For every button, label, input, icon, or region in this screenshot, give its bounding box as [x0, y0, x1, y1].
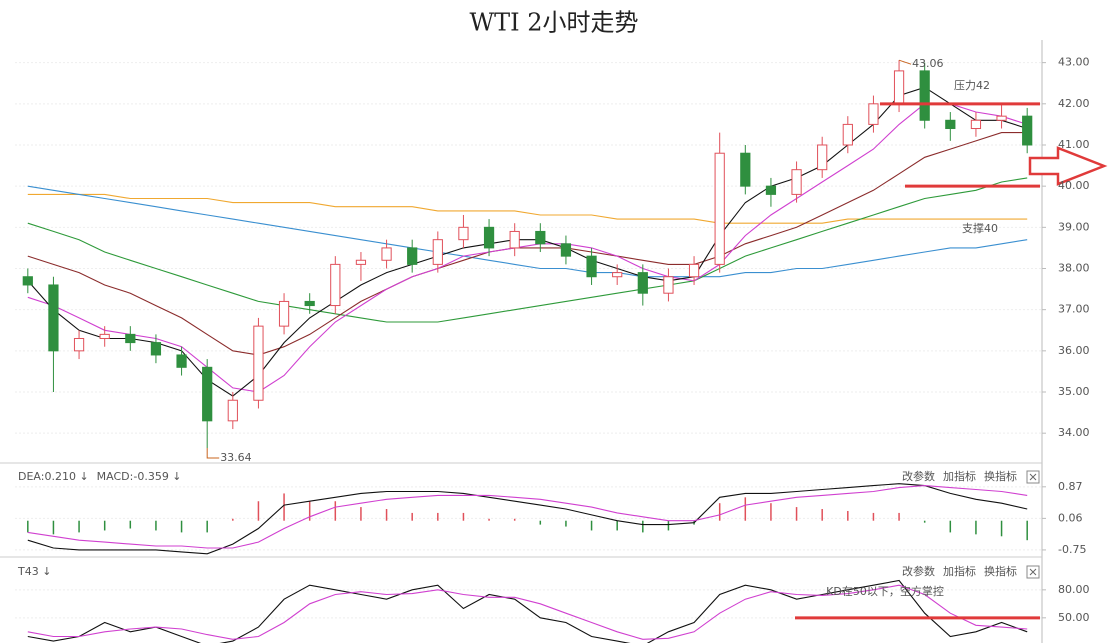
indicator-label: T43 ↓ — [17, 565, 51, 578]
candle-body — [176, 354, 187, 368]
toolbar-button[interactable]: 换指标 — [984, 469, 1017, 483]
candle-body — [125, 333, 136, 344]
candle-body — [996, 115, 1007, 121]
y-tick-label: 37.00 — [1058, 303, 1090, 316]
candle-body — [202, 366, 213, 422]
candle-body — [458, 226, 469, 241]
toolbar-button[interactable]: 改参数 — [902, 469, 935, 483]
level-label: 支撑40 — [962, 221, 998, 235]
y-tick-label: 0.87 — [1058, 480, 1083, 493]
candle-body — [22, 276, 33, 286]
candle-body — [253, 325, 264, 401]
toolbar-button[interactable]: 加指标 — [943, 469, 976, 483]
candle-body — [740, 152, 751, 187]
y-tick-label: 36.00 — [1058, 344, 1090, 357]
min-label: 33.64 — [220, 451, 252, 464]
level-label: KD在50以下，空方掌控 — [826, 584, 944, 598]
y-tick-label: 80.00 — [1058, 583, 1090, 596]
y-tick-label: -0.75 — [1058, 543, 1086, 556]
candle-body — [150, 342, 162, 356]
max-label: 43.06 — [912, 57, 944, 70]
plot-area — [27, 483, 1028, 555]
indicator-line — [27, 86, 1028, 397]
trend-arrow — [1028, 146, 1108, 186]
candle-body — [304, 300, 315, 307]
candle-body — [817, 144, 828, 171]
indicator-line — [27, 132, 1028, 356]
indicator-label: DEA:0.210 ↓ — [18, 470, 89, 483]
max-pointer — [898, 59, 912, 65]
candle-body — [612, 272, 623, 278]
candle-body — [919, 70, 930, 121]
candle-body — [560, 243, 572, 257]
min-pointer — [206, 448, 220, 459]
y-tick-label: 38.00 — [1058, 261, 1090, 274]
toolbar-button[interactable]: 换指标 — [984, 564, 1017, 578]
plot-area — [22, 60, 1033, 449]
candle-body — [1022, 115, 1033, 146]
chart-title: WTI 2小时走势 — [469, 9, 638, 37]
candle-body — [278, 300, 290, 327]
candle-body — [355, 259, 367, 265]
y-tick-label: 43.00 — [1058, 56, 1090, 69]
y-tick-label: 50.00 — [1058, 611, 1090, 624]
toolbar-button[interactable]: 改参数 — [902, 564, 935, 578]
candle-body — [586, 255, 597, 278]
indicator-line — [27, 485, 1028, 549]
indicator-label: MACD:-0.359 ↓ — [97, 470, 182, 483]
indicator-line — [27, 103, 1028, 393]
candle-body — [842, 123, 853, 146]
indicator-line — [27, 483, 1028, 555]
candle-body — [48, 284, 59, 352]
candle-body — [99, 333, 110, 339]
candle-body — [945, 119, 956, 130]
plot-area — [27, 579, 1028, 643]
y-tick-label: 42.00 — [1058, 97, 1090, 110]
indicator-line — [27, 185, 1028, 278]
candle-body — [381, 247, 392, 261]
candle-body — [663, 276, 674, 294]
candle-body — [432, 239, 443, 265]
toolbar-button[interactable]: 加指标 — [943, 564, 976, 578]
indicator-line — [27, 177, 1028, 323]
candle-body — [688, 263, 700, 278]
candle-body — [509, 230, 520, 249]
candle-body — [970, 119, 982, 130]
candle-body — [791, 169, 802, 195]
candle-body — [637, 272, 648, 294]
level-label: 压力42 — [954, 79, 990, 92]
indicator-line — [27, 193, 1028, 224]
y-tick-label: 39.00 — [1058, 220, 1090, 233]
candle-body — [483, 226, 495, 249]
y-tick-label: 41.00 — [1058, 138, 1090, 151]
candle-body — [330, 263, 341, 307]
y-tick-label: 35.00 — [1058, 385, 1090, 398]
indicator-line — [27, 579, 1028, 643]
candle-body — [227, 399, 238, 422]
y-tick-label: 0.06 — [1058, 511, 1083, 524]
y-tick-label: 34.00 — [1058, 426, 1090, 439]
candle-body — [765, 185, 777, 195]
candle-body — [868, 103, 879, 125]
close-icon — [1029, 568, 1037, 576]
candle-body — [893, 70, 905, 105]
candle-body — [73, 337, 85, 352]
indicator-line — [27, 584, 1028, 640]
y-tick-label: 40.00 — [1058, 179, 1090, 192]
candle-body — [535, 230, 546, 245]
candle-body — [714, 152, 725, 265]
candle-body — [407, 247, 418, 265]
close-icon — [1029, 473, 1037, 481]
